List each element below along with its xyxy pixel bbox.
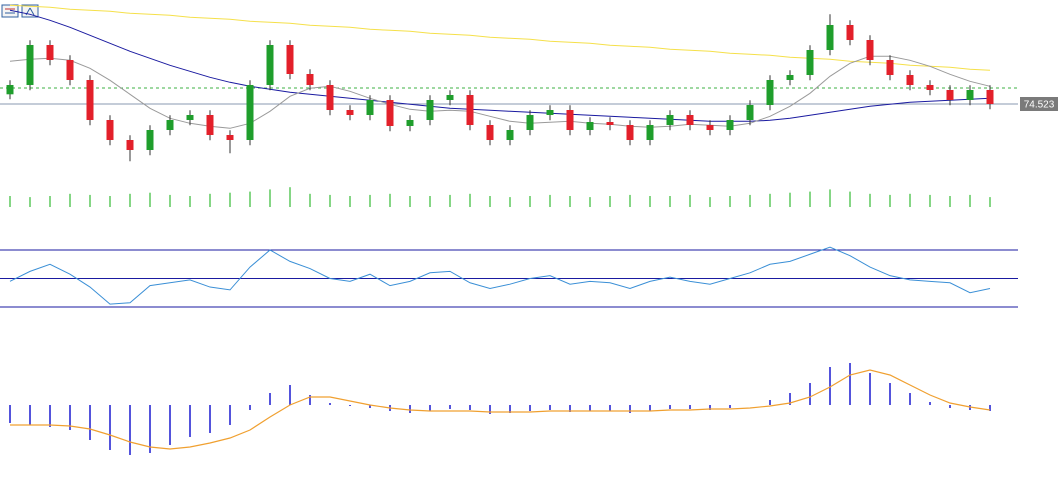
candle-body <box>286 45 294 74</box>
candle-body <box>546 110 554 115</box>
candle-body <box>66 60 74 80</box>
candle-body <box>766 80 774 105</box>
candle-body <box>486 125 494 140</box>
candle-body <box>846 25 854 40</box>
candle-body <box>686 115 694 125</box>
candle-body <box>406 120 414 126</box>
moving-average <box>9 9 991 122</box>
candle-body <box>526 115 534 130</box>
moving-average <box>9 55 991 129</box>
candle-body <box>646 125 654 140</box>
candle-body <box>886 60 894 75</box>
signal-line <box>10 369 991 450</box>
icon-line <box>29 7 35 16</box>
candle-body <box>46 45 54 60</box>
candle-body <box>146 130 154 150</box>
candle-body <box>346 110 354 115</box>
candle-body <box>306 74 314 85</box>
candle-body <box>606 122 614 125</box>
icon[interactable] <box>1 4 19 18</box>
candle-body <box>906 75 914 85</box>
candle-body <box>986 90 994 104</box>
candle-body <box>186 115 194 120</box>
candle-body <box>6 85 14 95</box>
candle-body <box>806 50 814 75</box>
candle-body <box>266 45 274 85</box>
candle-body <box>926 85 934 90</box>
candle-body <box>226 135 234 140</box>
moving-average <box>9 4 991 71</box>
candle-body <box>966 90 974 100</box>
candle-body <box>746 105 754 120</box>
candle-body <box>706 125 714 130</box>
candle-body <box>106 120 114 140</box>
candle-body <box>166 120 174 130</box>
candle-body <box>326 85 334 110</box>
candle-body <box>726 120 734 130</box>
candle-body <box>246 85 254 140</box>
candle-body <box>786 75 794 80</box>
candle-body <box>626 125 634 140</box>
candle-body <box>466 95 474 125</box>
candle-body <box>566 110 574 130</box>
rsi-line <box>9 246 991 305</box>
price-label-box <box>1020 97 1058 111</box>
candle-body <box>666 115 674 125</box>
candle-body <box>386 100 394 126</box>
candle-body <box>826 25 834 50</box>
candle-body <box>866 40 874 60</box>
candle-body <box>86 80 94 120</box>
candle-body <box>426 100 434 120</box>
candle-body <box>366 100 374 115</box>
candle-body <box>126 140 134 150</box>
candle-body <box>26 45 34 85</box>
candle-body <box>586 122 594 130</box>
price-label: 74.523 <box>1024 100 1055 111</box>
candle-body <box>446 95 454 100</box>
candle-body <box>946 90 954 100</box>
candle-body <box>506 130 514 140</box>
candle-body <box>206 115 214 135</box>
